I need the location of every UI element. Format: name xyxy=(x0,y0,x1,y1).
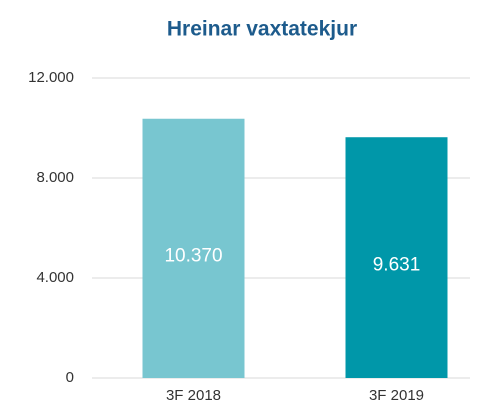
value-label: 9.631 xyxy=(373,255,421,276)
value-label: 10.370 xyxy=(164,245,222,266)
y-tick-label: 0 xyxy=(66,369,74,386)
y-tick-label: 12.000 xyxy=(28,69,74,86)
bar xyxy=(142,118,245,378)
bar xyxy=(345,137,448,378)
y-tick-label: 4.000 xyxy=(36,269,74,286)
x-tick-label: 3F 2019 xyxy=(369,387,424,404)
chart-title: Hreinar vaxtatekjur xyxy=(167,18,357,41)
x-tick-label: 3F 2018 xyxy=(166,387,221,404)
y-tick-label: 8.000 xyxy=(36,169,74,186)
